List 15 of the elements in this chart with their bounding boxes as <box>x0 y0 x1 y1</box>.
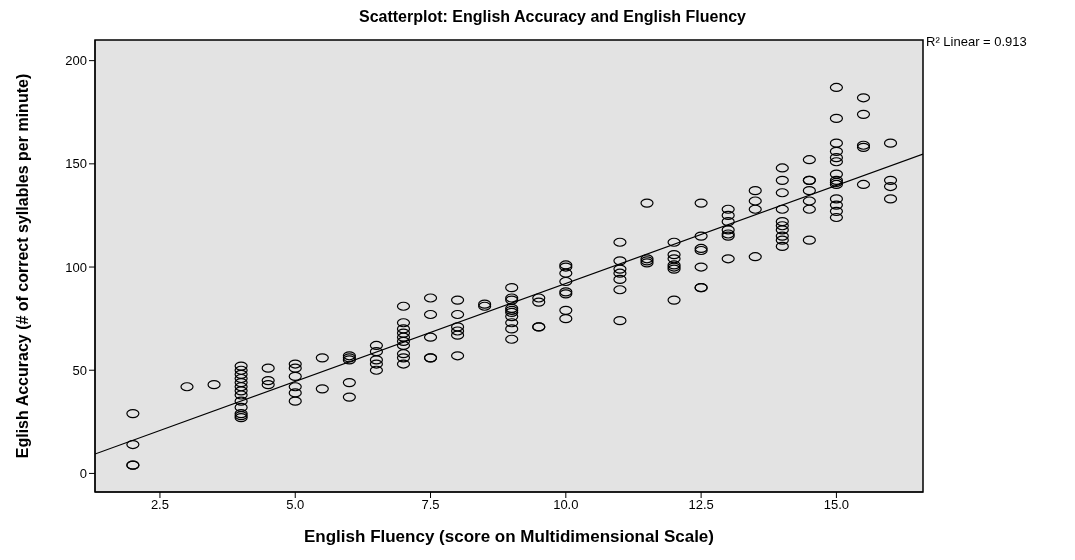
chart-title: Scatterplot: English Accuracy and English Fluency <box>357 8 747 26</box>
x-tick-label: 5.0 <box>286 497 305 513</box>
y-tick-label: 50 <box>72 362 87 378</box>
y-axis-title: Eglish Accuracy (# of correct syllables per minute) <box>13 73 31 459</box>
x-tick-label: 15.0 <box>823 497 850 513</box>
y-tick-label: 150 <box>65 156 87 172</box>
y-tick-label: 200 <box>65 53 87 69</box>
x-tick-label: 2.5 <box>150 497 169 513</box>
y-tick-label: 100 <box>65 259 87 275</box>
x-tick-label: 10.0 <box>553 497 579 513</box>
text: R² Linear = 0.913 <box>926 34 1027 49</box>
x-tick-label: 7.5 <box>421 497 440 513</box>
y-tick-label: 0 <box>79 466 87 482</box>
x-tick-label: 12.5 <box>688 497 714 513</box>
x-axis-title: English Fluency (score on Multidimensional Scale) <box>304 527 714 546</box>
